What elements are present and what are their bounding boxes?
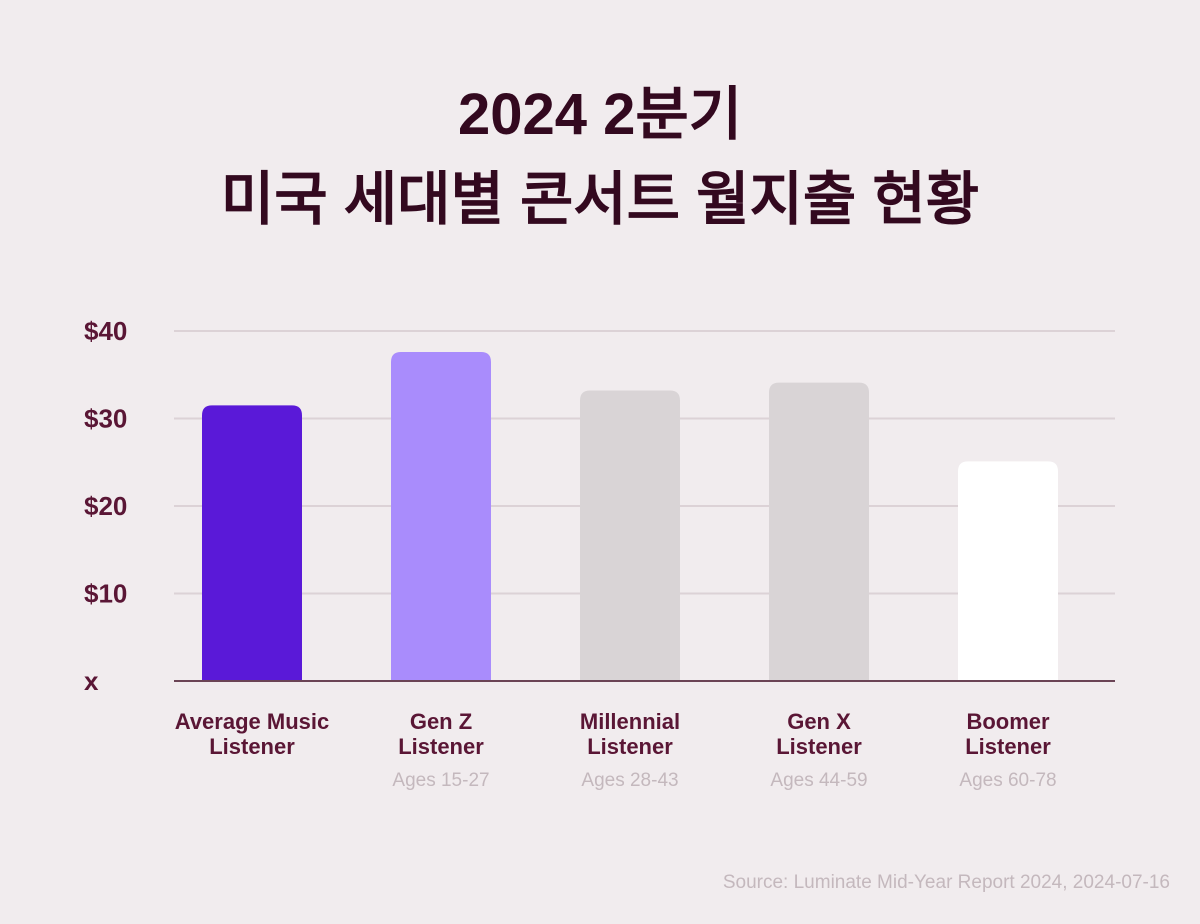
source-note: Source: Luminate Mid-Year Report 2024, 2… [722,872,1170,893]
x-tick-label: Gen Z [410,709,472,734]
y-tick-label: $10 [84,579,127,609]
y-tick-label: $20 [84,491,127,521]
x-tick-label: Listener [587,734,673,759]
x-tick-sublabel: Ages 44-59 [770,770,867,791]
x-tick-label: Listener [209,734,295,759]
bar [580,390,680,681]
x-tick-label: Millennial [580,709,680,734]
y-tick-label: x [84,666,99,696]
x-tick-label: Listener [776,734,862,759]
x-tick-label: Gen X [787,709,851,734]
x-tick-sublabel: Ages 60-78 [959,770,1056,791]
x-tick-label: Average Music [175,709,329,734]
bar [958,461,1058,681]
y-tick-label: $30 [84,404,127,434]
x-tick-label: Listener [965,734,1051,759]
x-tick-sublabel: Ages 28-43 [581,770,678,791]
chart-title-line-2: 미국 세대별 콘서트 월지출 현황 [220,167,980,232]
bar [769,382,869,681]
y-tick-label: $40 [84,316,127,346]
x-tick-label: Listener [398,734,484,759]
bar [391,352,491,681]
chart-title-line-1: 2024 2분기 [457,82,743,147]
x-tick-sublabel: Ages 15-27 [392,770,489,791]
x-tick-label: Boomer [966,709,1050,734]
bar [202,405,302,681]
